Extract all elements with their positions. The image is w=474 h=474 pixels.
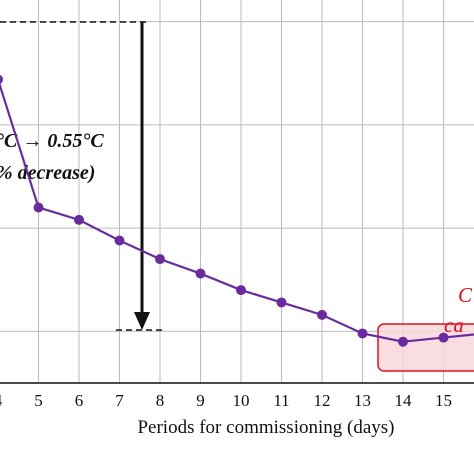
x-tick-label: 12 bbox=[314, 391, 331, 410]
x-tick-label: 14 bbox=[395, 391, 413, 410]
data-point bbox=[398, 336, 408, 347]
x-tick-label: 8 bbox=[156, 391, 165, 410]
data-point bbox=[195, 268, 206, 279]
x-tick-label: 15 bbox=[435, 391, 452, 410]
x-tick-label: 9 bbox=[196, 391, 205, 410]
series-group bbox=[0, 74, 474, 347]
data-point bbox=[276, 297, 287, 308]
data-point bbox=[33, 202, 44, 213]
x-tick-label: 11 bbox=[273, 391, 289, 410]
data-point bbox=[357, 328, 368, 339]
decrease-arrow bbox=[134, 22, 150, 330]
x-tick-label: 4 bbox=[0, 391, 3, 410]
data-point bbox=[236, 285, 246, 296]
x-axis-label: Periods for commissioning (days) bbox=[137, 417, 394, 438]
decrease-annotation-line1: °C → 0.55°C bbox=[0, 130, 104, 152]
x-tick-label: 5 bbox=[34, 391, 43, 410]
x-tick-label: 10 bbox=[233, 391, 250, 410]
data-point bbox=[74, 214, 84, 225]
x-tick-labels: 45678910111213141516 bbox=[0, 391, 452, 410]
highlight-box bbox=[377, 323, 474, 372]
grid-lines bbox=[0, 0, 474, 383]
x-tick-label: 6 bbox=[75, 391, 84, 410]
x-tick-label: 7 bbox=[115, 391, 124, 410]
data-point bbox=[114, 235, 125, 246]
red-annotation-line1: C bbox=[458, 283, 473, 307]
red-annotation-line2: ca bbox=[444, 313, 464, 337]
reference-lines bbox=[0, 21, 166, 331]
data-point bbox=[155, 254, 165, 265]
decrease-annotation-line2: % decrease) bbox=[0, 162, 95, 184]
x-tick-label: 13 bbox=[354, 391, 371, 410]
data-point bbox=[317, 309, 327, 320]
data-point bbox=[438, 332, 449, 343]
data-point bbox=[0, 74, 3, 85]
